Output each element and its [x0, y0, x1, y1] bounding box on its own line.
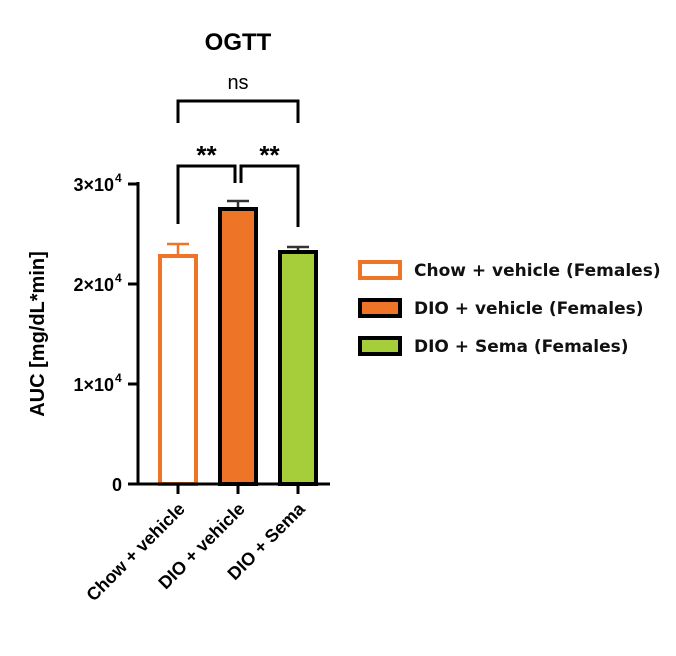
legend-label: Chow + vehicle (Females)	[414, 261, 661, 281]
y-tick-exponent: 4	[115, 171, 122, 185]
y-tick-label: 1×10	[73, 375, 114, 395]
y-tick-exponent: 4	[115, 371, 122, 385]
significance-label: ns	[227, 72, 248, 94]
legend-label: DIO + vehicle (Females)	[414, 299, 644, 319]
legend-label: DIO + Sema (Females)	[414, 337, 629, 357]
y-axis-label: AUC [mg/dL*min]	[27, 251, 49, 417]
y-tick-label: 0	[112, 475, 122, 495]
significance-label: **	[196, 140, 217, 170]
y-tick-exponent: 4	[115, 271, 122, 285]
bar	[278, 250, 318, 486]
significance-bracket	[239, 164, 300, 227]
bar	[218, 207, 258, 486]
y-tick-label: 2×10	[73, 275, 114, 295]
significance-bracket	[176, 164, 237, 224]
x-tick-label: Chow + vehicle	[82, 499, 188, 605]
significance-bracket	[176, 99, 300, 123]
significance-label: **	[259, 140, 280, 170]
legend-swatch	[358, 260, 402, 280]
bar	[158, 254, 198, 486]
y-tick-label: 3×10	[73, 175, 114, 195]
legend-swatch	[358, 336, 402, 356]
chart-title: OGTT	[205, 29, 272, 56]
legend-swatch	[358, 298, 402, 318]
